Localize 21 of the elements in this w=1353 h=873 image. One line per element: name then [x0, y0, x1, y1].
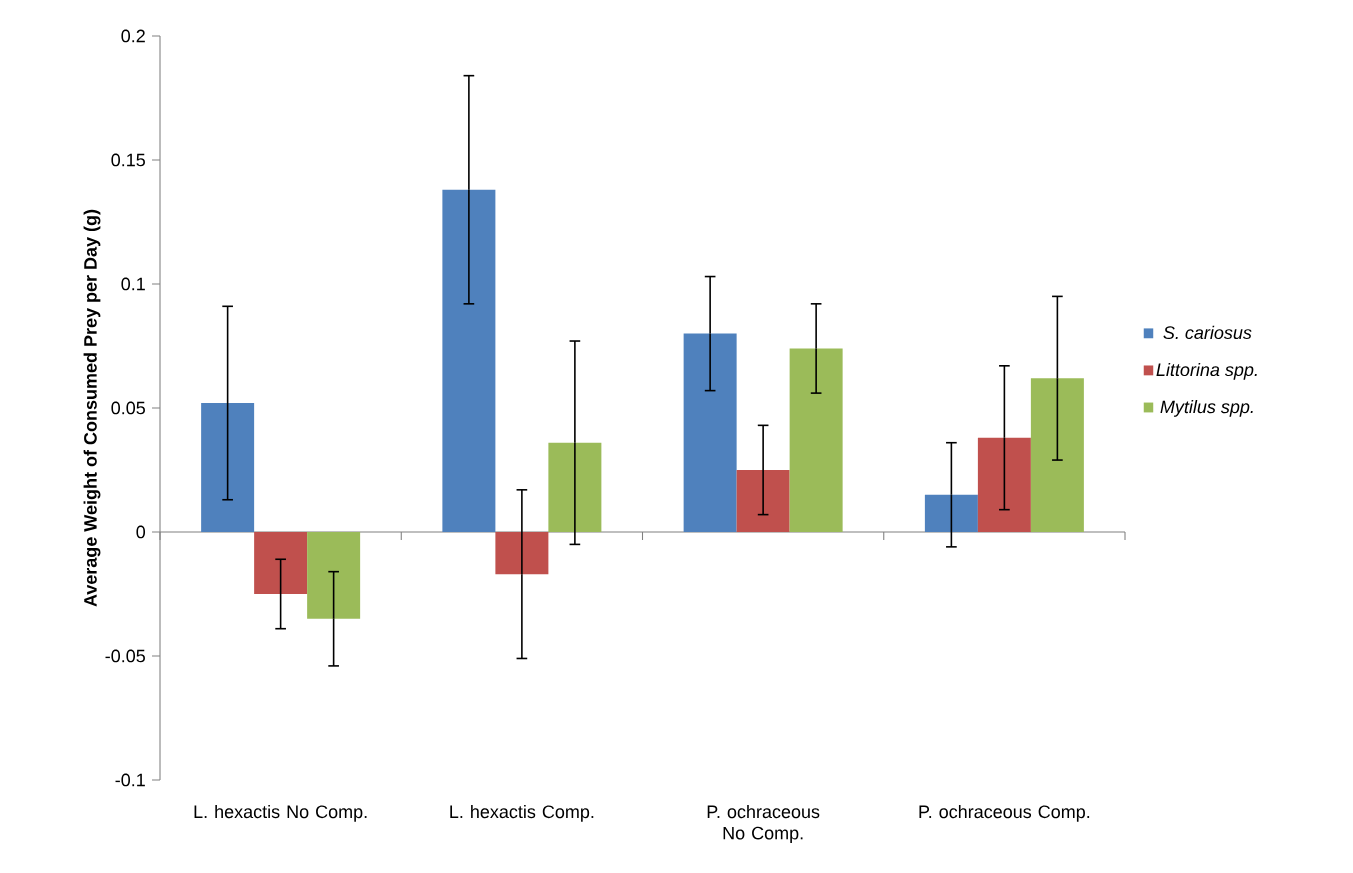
y-tick-label: 0.15: [111, 153, 145, 167]
y-tick-label: 0.2: [121, 29, 145, 43]
bar: [548, 442, 602, 532]
y-tick-label: 0.1: [121, 277, 145, 291]
bar: [495, 531, 549, 575]
legend-label: Littorina spp.: [1156, 362, 1257, 380]
bar: [442, 189, 496, 532]
x-tick-label: P. ochraceous Comp.: [919, 804, 1090, 822]
bar: [924, 494, 978, 532]
bar: [789, 348, 843, 532]
legend-label: S. cariosus: [1163, 325, 1252, 340]
y-tick-label: 0.05: [111, 401, 145, 415]
y-tick-label: -0.05: [105, 649, 145, 663]
y-tick-label: -0.1: [115, 773, 145, 787]
x-tick-label: P. ochraceous No Comp.: [707, 804, 820, 844]
bar: [683, 333, 737, 532]
y-tick-label: 0: [136, 525, 146, 539]
x-tick-label: L. hexactis No Comp.: [194, 804, 367, 822]
y-axis-title: Average Weight of Consumed Prey per Day (g): [83, 209, 101, 607]
x-tick-label: L. hexactis Comp.: [450, 804, 594, 822]
legend-label: Mytilus spp.: [1160, 399, 1253, 417]
